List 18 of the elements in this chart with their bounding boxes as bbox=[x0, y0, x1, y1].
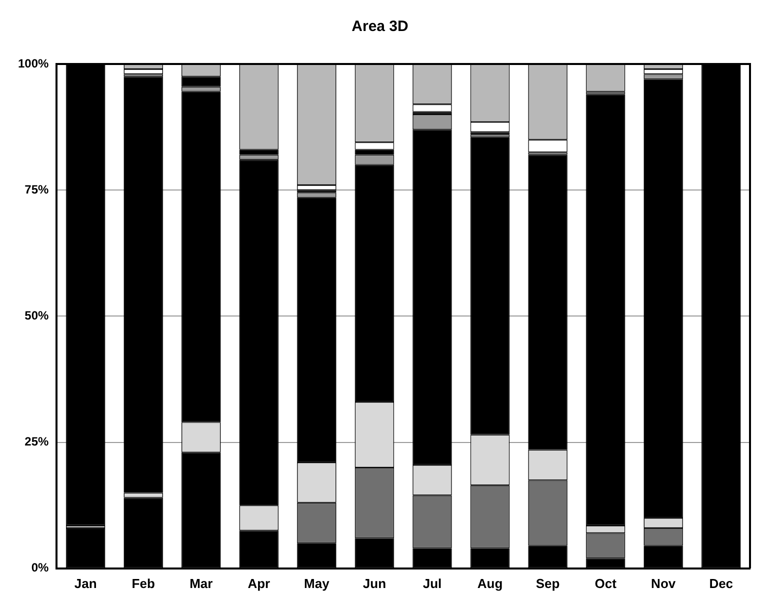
x-tick-label: Mar bbox=[190, 576, 213, 591]
y-tick-label: 100% bbox=[18, 56, 50, 70]
y-tick-label: 50% bbox=[24, 308, 50, 323]
x-tick-label: Jan bbox=[74, 576, 97, 591]
x-tick-label: Aug bbox=[477, 576, 503, 591]
x-tick-label: Jul bbox=[422, 576, 442, 591]
x-tick-label: Dec bbox=[709, 576, 734, 591]
x-tick-label: Apr bbox=[248, 576, 270, 591]
x-tick-label: Oct bbox=[594, 576, 618, 591]
y-tick-label: 75% bbox=[24, 182, 50, 196]
x-tick-label: Sep bbox=[536, 576, 560, 591]
chart-title: Area 3D bbox=[352, 18, 409, 36]
x-tick-label: Nov bbox=[651, 576, 676, 591]
x-tick-label: Jun bbox=[362, 576, 386, 591]
y-tick-label: 0% bbox=[31, 560, 50, 575]
x-tick-label: May bbox=[304, 576, 330, 591]
x-tick-label: Feb bbox=[132, 576, 155, 591]
y-tick-label: 25% bbox=[24, 434, 50, 449]
